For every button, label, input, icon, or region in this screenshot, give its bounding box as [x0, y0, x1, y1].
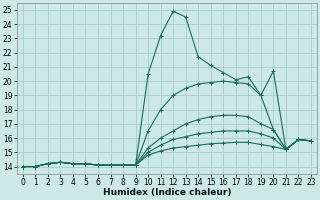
- X-axis label: Humidex (Indice chaleur): Humidex (Indice chaleur): [103, 188, 231, 197]
